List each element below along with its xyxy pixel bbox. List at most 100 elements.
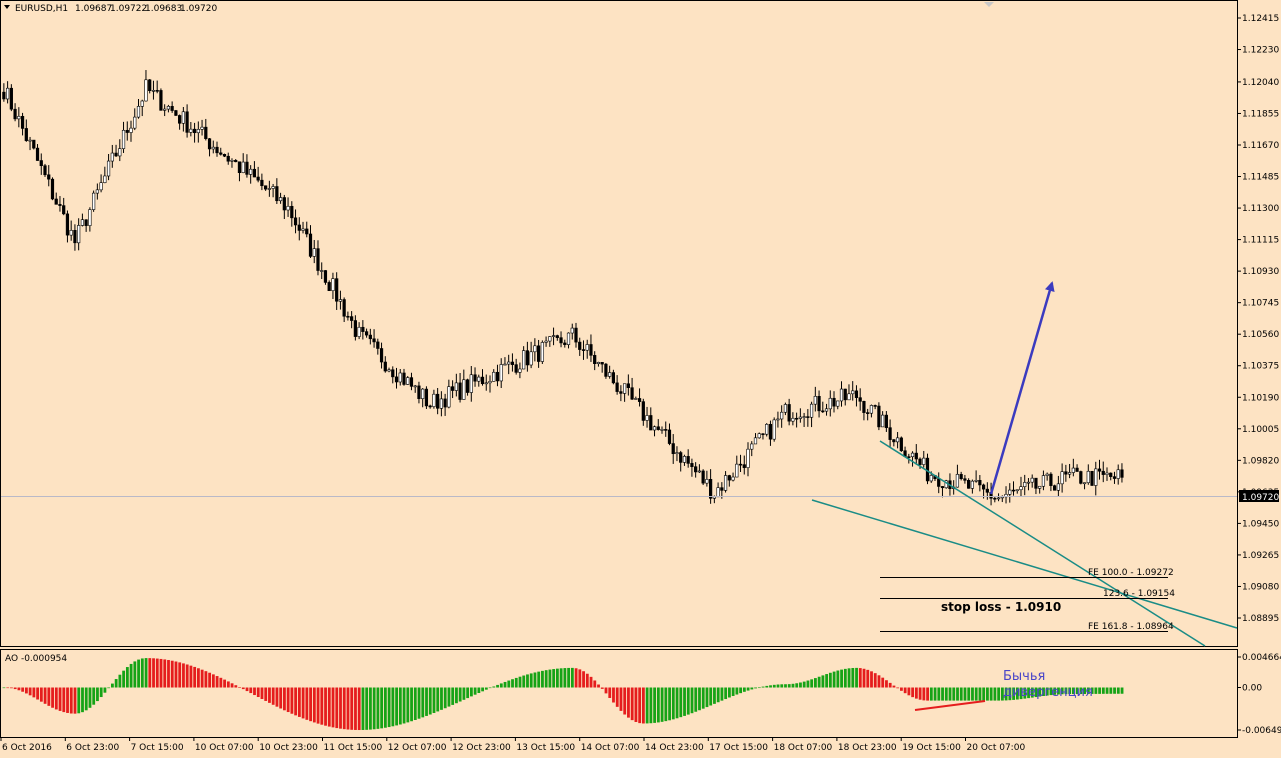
ao-bar [350, 687, 354, 730]
candle-body [660, 429, 664, 431]
candle-body [65, 213, 70, 236]
candle-body [694, 466, 698, 473]
ao-bar [140, 658, 144, 688]
ao-bar [1120, 687, 1124, 694]
candle-body [589, 344, 593, 356]
candle-body [970, 480, 974, 489]
candle-body [1038, 485, 1042, 489]
price-tick-label: 1.09450 [1242, 519, 1279, 529]
ao-bar [391, 687, 395, 727]
candle-body [544, 340, 548, 343]
ao-bar [477, 687, 481, 693]
candle-body [192, 128, 197, 134]
ao-bar [443, 687, 447, 709]
candle-body [967, 480, 971, 489]
candle-body [563, 342, 567, 345]
candle-body [881, 414, 885, 428]
candle-body [806, 416, 810, 418]
candle-body [566, 332, 571, 345]
candle-body [73, 230, 77, 244]
candle-body [394, 376, 399, 383]
ao-bar [739, 687, 743, 694]
wedge-upper-line [879, 440, 1206, 647]
ao-bar [944, 687, 948, 701]
price-tick-label: 1.11300 [1242, 204, 1279, 214]
ao-bar [484, 687, 488, 690]
shift-marker-icon[interactable] [984, 2, 994, 7]
ao-bar [638, 687, 642, 724]
ao-bar [387, 687, 391, 728]
candle-body [536, 345, 541, 362]
ao-bar [858, 668, 862, 688]
candle-body [634, 398, 638, 400]
candle-body [185, 111, 189, 133]
ao-bar [24, 687, 28, 694]
ao-bar [660, 687, 664, 722]
candle-body [656, 426, 660, 430]
candle-body [305, 228, 309, 235]
candle-body [1094, 468, 1098, 486]
time-tick-label: 20 Oct 07:00 [967, 743, 1026, 753]
candle-body [1030, 477, 1034, 483]
ao-bar [978, 687, 982, 701]
ao-bar [297, 687, 301, 717]
ao-bar [668, 687, 671, 721]
time-tick-label: 19 Oct 15:00 [902, 743, 961, 753]
ao-bar [514, 677, 518, 688]
candle-body [802, 416, 806, 418]
candle-body [738, 463, 743, 466]
candle-body [260, 179, 264, 187]
candle-body [43, 165, 47, 176]
candle-body [290, 205, 294, 219]
price-tick-label: 1.11670 [1242, 141, 1279, 151]
ao-bar [914, 687, 918, 699]
ao-bar [499, 683, 503, 688]
candle-body [862, 401, 866, 413]
candle-body [847, 393, 851, 401]
dropdown-triangle-icon[interactable] [4, 5, 10, 9]
candle-body [529, 351, 533, 366]
ao-bar [215, 676, 219, 688]
indicator-panel-frame [0, 649, 1238, 738]
candle-body [712, 496, 716, 499]
ao-bar [159, 658, 163, 688]
ao-bar [223, 679, 226, 688]
ao-bar [324, 687, 327, 726]
ao-bar [825, 674, 829, 688]
ao-bar [892, 685, 896, 688]
time-tick-label: 18 Oct 23:00 [838, 743, 897, 753]
ao-bar [522, 675, 526, 688]
price-tick-label: 1.10375 [1242, 362, 1279, 372]
candle-body [824, 408, 829, 412]
candle-body [761, 433, 765, 436]
candle-body [843, 388, 847, 401]
ao-bar [238, 687, 241, 688]
candle-body [978, 479, 982, 486]
candle-body [121, 129, 126, 149]
ao-bar [1019, 687, 1023, 700]
ao-bar [58, 687, 62, 711]
ao-bar [395, 687, 399, 726]
candle-body [809, 403, 814, 418]
ao-bar [1045, 687, 1049, 696]
candle-body [753, 437, 758, 445]
candle-body [551, 335, 556, 337]
ao-bar [1000, 687, 1004, 701]
candle-body [813, 396, 817, 405]
ao-bar [840, 669, 843, 688]
ao-bar [406, 687, 410, 723]
current-price-tag [1239, 490, 1279, 502]
ao-bar [582, 671, 585, 688]
price-tick-label: 1.11485 [1242, 173, 1279, 183]
candle-body [361, 326, 365, 332]
ao-bar [413, 687, 417, 720]
candle-body [1109, 472, 1113, 477]
candle-body [402, 372, 406, 385]
ao-bar [88, 687, 92, 708]
candle-body [148, 79, 152, 92]
candle-body [581, 349, 586, 351]
ao-bar [907, 687, 911, 696]
time-tick-label: 6 Oct 2016 [2, 743, 52, 753]
candle-body [495, 371, 500, 382]
ao-bar [481, 687, 485, 692]
